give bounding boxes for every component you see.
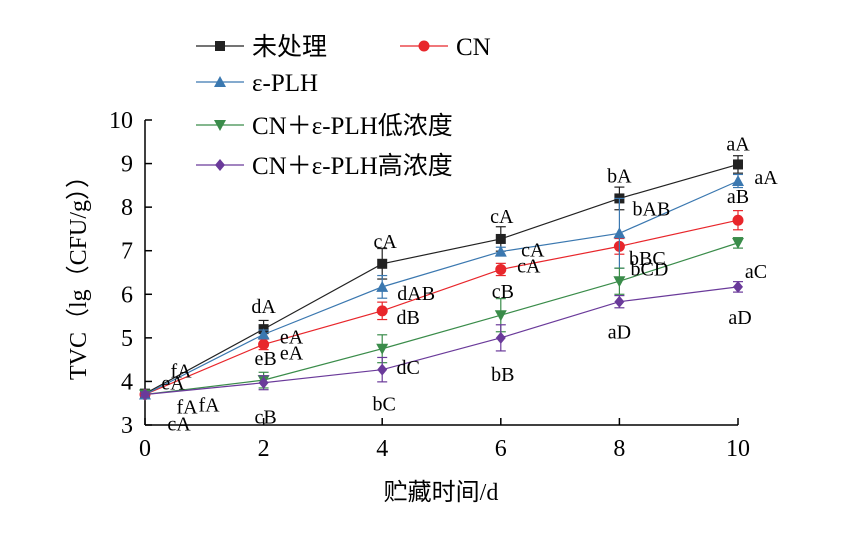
legend-label: CN [456,34,491,61]
data-point [257,328,270,340]
series-layer [139,155,744,401]
data-point [140,388,150,401]
data-point [258,376,269,389]
y-ticks: 3 4 5 6 7 8 9 10 [109,108,152,439]
significance-label: dAB [397,283,435,305]
significance-label: bBC [629,248,666,270]
series-line [144,242,739,396]
data-point [732,237,744,249]
significance-label: cA [521,240,545,262]
legend-marker [215,41,225,51]
significance-label: fA [170,361,192,383]
significance-label: cB [254,407,276,429]
x-axis-title: 贮藏时间/d [384,479,499,506]
y-tick-label: 5 [121,326,133,352]
legend-marker [214,120,226,131]
data-point [613,227,626,239]
data-point [377,258,388,269]
significance-label: cB [492,281,514,303]
legend-item-3: CN＋ε-PLH低浓度 [196,112,453,140]
data-point [495,263,507,275]
series-line [144,286,739,396]
y-tick-label: 4 [121,369,133,395]
data-point [376,305,388,317]
data-point [613,276,626,288]
y-tick-label: 6 [121,282,133,308]
data-point [377,363,388,376]
x-tick-label: 10 [726,436,750,462]
y-axis-title: TVC（lg（CFU/g）） [66,164,92,380]
legend-label: CN＋ε-PLH高浓度 [252,152,453,180]
significance-label: eB [254,348,276,370]
significance-label: eA [280,342,304,364]
legend-label: CN＋ε-PLH低浓度 [252,112,453,140]
significance-label: cA [374,231,398,253]
data-point [376,343,389,355]
series-4 [140,280,743,401]
significance-label: bB [491,364,514,386]
x-tick-label: 2 [258,436,270,462]
x-tick-label: 0 [139,436,151,462]
legend-item-4: CN＋ε-PLH高浓度 [196,152,453,180]
legend-marker [418,40,430,52]
data-point [495,331,506,344]
data-point [614,295,625,308]
significance-label: bA [607,165,632,187]
significance-label: aD [728,307,751,329]
significance-label: aB [727,186,749,208]
significance-label: aD [608,322,631,344]
data-point [494,245,507,257]
data-point [733,280,743,293]
legend-label: ε-PLH [252,70,318,97]
significance-label: dA [251,296,276,318]
significance-label: eA [161,373,185,395]
legend-marker [215,159,225,171]
significance-label: bAB [633,198,671,220]
x-tick-label: 8 [613,436,625,462]
data-point [258,338,270,350]
significance-label: aC [745,261,767,283]
significance-label: fA [198,395,220,417]
significance-label: bCD [631,258,669,280]
series-1 [139,210,744,400]
legend-item-1: CN [400,34,491,61]
legend: 未处理 CN ε-PLH CN＋ε-PLH低浓度 CN＋ε-PLH高浓度 [196,33,491,180]
y-tick-label: 8 [121,195,133,221]
data-point [376,280,389,292]
significance-label: aA [754,167,778,189]
legend-item-0: 未处理 [196,33,327,61]
data-point [732,214,744,226]
data-point [494,310,507,322]
x-tick-label: 6 [495,436,507,462]
y-tick-label: 7 [121,239,133,265]
data-point [495,233,506,244]
significance-label: eA [280,326,304,348]
significance-label: fA [176,397,198,419]
significance-label: cA [167,414,191,436]
significance-label: aA [726,133,750,155]
y-tick-label: 10 [109,108,133,134]
series-line [144,180,739,396]
data-point [732,175,744,186]
data-point [733,159,743,170]
y-tick-label: 3 [121,413,133,439]
significance-label: cA [490,206,514,228]
legend-marker [214,76,226,87]
significance-label: dB [397,307,420,329]
significance-label: cA [517,255,541,277]
legend-item-2: ε-PLH [196,70,318,97]
legend-label: 未处理 [252,33,327,61]
y-tick-label: 9 [121,152,133,178]
series-line [144,219,739,396]
x-tick-label: 4 [376,436,388,462]
x-ticks: 0 2 4 6 8 10 [139,418,750,462]
series-line [144,163,739,395]
significance-label: bC [373,394,396,416]
significance-label: dC [397,357,420,379]
